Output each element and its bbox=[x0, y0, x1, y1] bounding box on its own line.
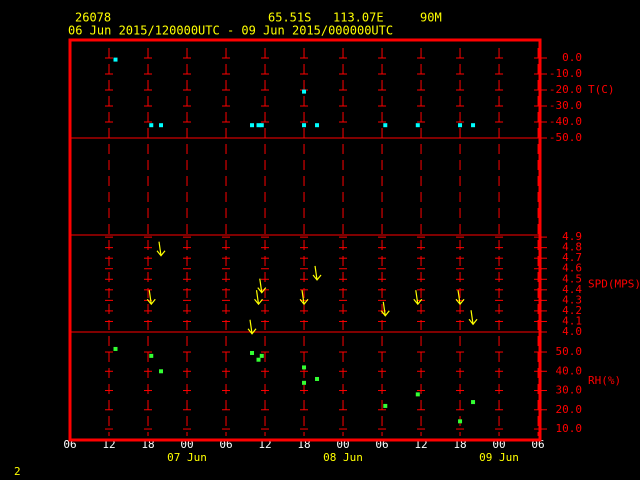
y-tick-label: -50.0 bbox=[549, 131, 582, 144]
wind-arrow bbox=[299, 290, 309, 306]
latitude: 65.51S bbox=[268, 11, 311, 25]
wind-arrow bbox=[312, 265, 322, 281]
longitude: 113.07E bbox=[333, 11, 384, 25]
wind-arrow bbox=[146, 290, 156, 306]
point bbox=[302, 380, 307, 385]
elevation: 90M bbox=[420, 11, 442, 25]
point bbox=[259, 123, 264, 128]
point bbox=[159, 369, 164, 374]
wind-arrow bbox=[254, 290, 263, 306]
point bbox=[250, 350, 255, 355]
y-tick-label: 4.4 bbox=[562, 283, 582, 296]
y-tick-label: 4.5 bbox=[562, 272, 582, 285]
point bbox=[302, 89, 307, 94]
point bbox=[458, 123, 463, 128]
y-tick-label: 4.2 bbox=[562, 304, 582, 317]
point bbox=[149, 353, 154, 358]
point bbox=[113, 346, 118, 351]
y-tick-label: -20.0 bbox=[549, 83, 582, 96]
point bbox=[302, 123, 307, 128]
y-tick-label: 4.0 bbox=[562, 325, 582, 338]
y-tick-label: -10.0 bbox=[549, 67, 582, 80]
point bbox=[250, 123, 255, 128]
period: 06 Jun 2015/120000UTC - 09 Jun 2015/0000… bbox=[68, 24, 393, 38]
point bbox=[415, 392, 420, 397]
date-label: 09 Jun bbox=[479, 451, 519, 464]
point bbox=[315, 123, 320, 128]
point bbox=[471, 400, 476, 405]
y-tick-label: 10.0 bbox=[556, 422, 583, 435]
y-tick-label: 4.7 bbox=[562, 251, 582, 264]
point bbox=[471, 123, 476, 128]
point bbox=[113, 57, 118, 62]
point bbox=[159, 123, 164, 128]
y-tick-label: 4.9 bbox=[562, 230, 582, 243]
point bbox=[256, 123, 261, 128]
wind-arrow bbox=[156, 241, 166, 257]
y-tick-label: -40.0 bbox=[549, 115, 582, 128]
y-tick-label: 4.6 bbox=[562, 262, 582, 275]
point bbox=[383, 403, 388, 408]
point bbox=[415, 123, 420, 128]
y-tick-label: 30.0 bbox=[556, 384, 583, 397]
plot-frame bbox=[68, 38, 542, 442]
point bbox=[315, 376, 320, 381]
wind-arrow bbox=[257, 278, 267, 294]
wind-arrow bbox=[455, 290, 465, 306]
y-axis-label: RH(%) bbox=[588, 374, 621, 387]
y-tick-label: 0.0 bbox=[562, 51, 582, 64]
point bbox=[383, 123, 388, 128]
date-label: 08 Jun bbox=[323, 451, 363, 464]
point bbox=[256, 357, 261, 362]
wind-arrow bbox=[247, 319, 257, 335]
wind-arrow bbox=[413, 290, 423, 306]
point bbox=[149, 123, 154, 128]
date-label: 07 Jun bbox=[167, 451, 207, 464]
point bbox=[259, 353, 264, 358]
y-tick-label: 50.0 bbox=[556, 345, 583, 358]
wind-arrow bbox=[380, 301, 390, 317]
station-id: 26078 bbox=[75, 11, 111, 25]
y-tick-label: 4.3 bbox=[562, 293, 582, 306]
y-tick-label: 20.0 bbox=[556, 403, 583, 416]
y-axis-label: T(C) bbox=[588, 83, 615, 96]
y-tick-label: -30.0 bbox=[549, 99, 582, 112]
y-tick-label: 40.0 bbox=[556, 364, 583, 377]
point bbox=[302, 365, 307, 370]
y-tick-label: 4.8 bbox=[562, 241, 582, 254]
y-tick-label: 4.1 bbox=[562, 314, 582, 327]
y-axis-label: SPD(MPS) bbox=[588, 278, 640, 291]
wind-arrow bbox=[468, 310, 478, 326]
page-number: 2 bbox=[14, 465, 21, 478]
point bbox=[458, 419, 463, 424]
